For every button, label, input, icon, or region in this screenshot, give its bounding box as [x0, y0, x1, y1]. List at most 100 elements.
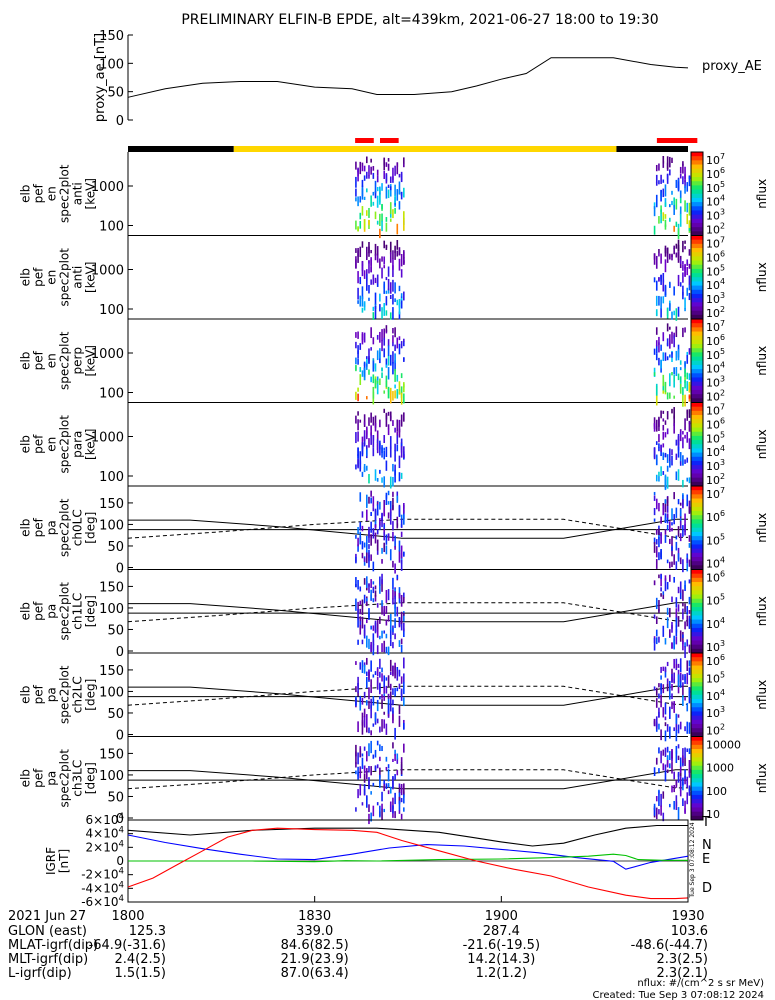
- flux-cell: [372, 337, 375, 345]
- flux-cell: [370, 195, 372, 207]
- proxy-ae-ytick-label: 100: [99, 57, 124, 72]
- flux-cell: [686, 410, 689, 421]
- flux-cell: [398, 683, 401, 689]
- flux-cell: [361, 179, 364, 188]
- flux-cell: [366, 274, 368, 287]
- flux-cell: [664, 381, 667, 393]
- colorbar-segment: [691, 774, 703, 779]
- flux-cell: [374, 180, 377, 194]
- flux-cell: [669, 303, 671, 311]
- flux-cell: [398, 810, 401, 814]
- flux-cell: [398, 669, 401, 677]
- flux-cell: [660, 805, 662, 816]
- panel-ylabel-line: [keV]: [84, 262, 98, 293]
- flux-cell: [396, 495, 399, 503]
- flux-cell: [677, 553, 680, 562]
- flux-cell: [359, 276, 362, 285]
- flux-cell: [398, 336, 401, 341]
- igrf-ytick-label: 4×104: [86, 826, 124, 841]
- flux-cell: [368, 583, 370, 593]
- flux-cell: [363, 361, 366, 373]
- flux-cell: [357, 537, 359, 547]
- colorbar-segment: [691, 381, 703, 387]
- flux-cell: [675, 367, 678, 377]
- flux-cell: [383, 719, 386, 729]
- flux-cell: [655, 698, 658, 708]
- flux-cell: [387, 189, 390, 199]
- panel-ylabel-line: spec2plot: [58, 331, 72, 390]
- colorbar-segment: [691, 352, 703, 358]
- igrf-legend-N: N: [702, 838, 712, 853]
- flux-cell: [370, 327, 372, 339]
- flux-cell: [389, 202, 392, 215]
- flux-cell: [686, 213, 689, 225]
- flux-cell: [658, 443, 660, 448]
- flux-cell: [686, 672, 689, 685]
- flux-cell: [675, 750, 678, 763]
- flux-cell: [673, 381, 675, 388]
- flux-cell: [394, 688, 396, 697]
- flux-cell: [403, 612, 405, 616]
- flux-cell: [682, 240, 684, 253]
- flux-cell: [355, 357, 357, 365]
- flux-cell: [366, 619, 368, 624]
- flux-cell: [653, 637, 656, 651]
- flux-cell: [392, 391, 394, 401]
- colorbar-segment: [691, 552, 703, 558]
- flux-cell: [679, 197, 682, 204]
- flux-cell: [660, 174, 662, 184]
- flux-cell: [376, 501, 379, 506]
- flux-cell: [372, 274, 375, 285]
- flux-cell: [662, 213, 665, 222]
- flux-cell: [363, 708, 366, 718]
- flux-cell: [392, 335, 394, 343]
- flux-cell: [387, 675, 390, 687]
- flux-cell: [385, 222, 388, 232]
- flux-cell: [387, 428, 390, 436]
- flux-cell: [370, 432, 372, 445]
- flux-cell: [372, 625, 375, 631]
- flux-cell: [394, 665, 396, 679]
- flux-cell: [666, 247, 669, 254]
- flux-cell: [688, 227, 691, 232]
- flux-cell: [684, 240, 686, 244]
- flux-cell: [383, 508, 386, 517]
- flux-cell: [403, 393, 405, 404]
- flux-cell: [686, 703, 689, 712]
- flux-cell: [372, 172, 375, 179]
- colorbar-segment: [691, 615, 703, 621]
- flux-cell: [653, 491, 656, 496]
- flux-cell: [671, 749, 673, 760]
- flux-cell: [400, 472, 403, 479]
- flux-cell: [673, 800, 675, 810]
- flux-cell: [675, 745, 678, 754]
- colorbar-segment: [691, 298, 703, 303]
- flux-cell: [662, 212, 665, 217]
- colorbar-tick-label: 107: [706, 236, 725, 251]
- flux-cell: [396, 516, 399, 529]
- flux-cell: [682, 499, 684, 509]
- panel-ylabel-line: pa: [45, 520, 59, 535]
- flux-cell: [686, 355, 689, 364]
- flux-cell: [688, 420, 691, 425]
- flux-cell: [374, 749, 377, 758]
- flux-cell: [372, 782, 375, 787]
- flux-cell: [359, 662, 362, 670]
- flux-cell: [359, 451, 362, 465]
- flux-cell: [400, 620, 403, 631]
- flux-cell: [387, 783, 390, 788]
- flux-cell: [675, 781, 678, 786]
- flux-cell: [666, 760, 669, 767]
- flux-cell: [359, 196, 362, 203]
- flux-cell: [381, 513, 383, 521]
- flux-cell: [403, 697, 405, 707]
- flux-patches: [355, 323, 695, 407]
- flux-cell: [688, 275, 691, 286]
- flux-cell: [671, 546, 673, 557]
- flux-cell: [671, 642, 673, 649]
- flux-cell: [355, 364, 357, 372]
- flux-cell: [389, 786, 392, 794]
